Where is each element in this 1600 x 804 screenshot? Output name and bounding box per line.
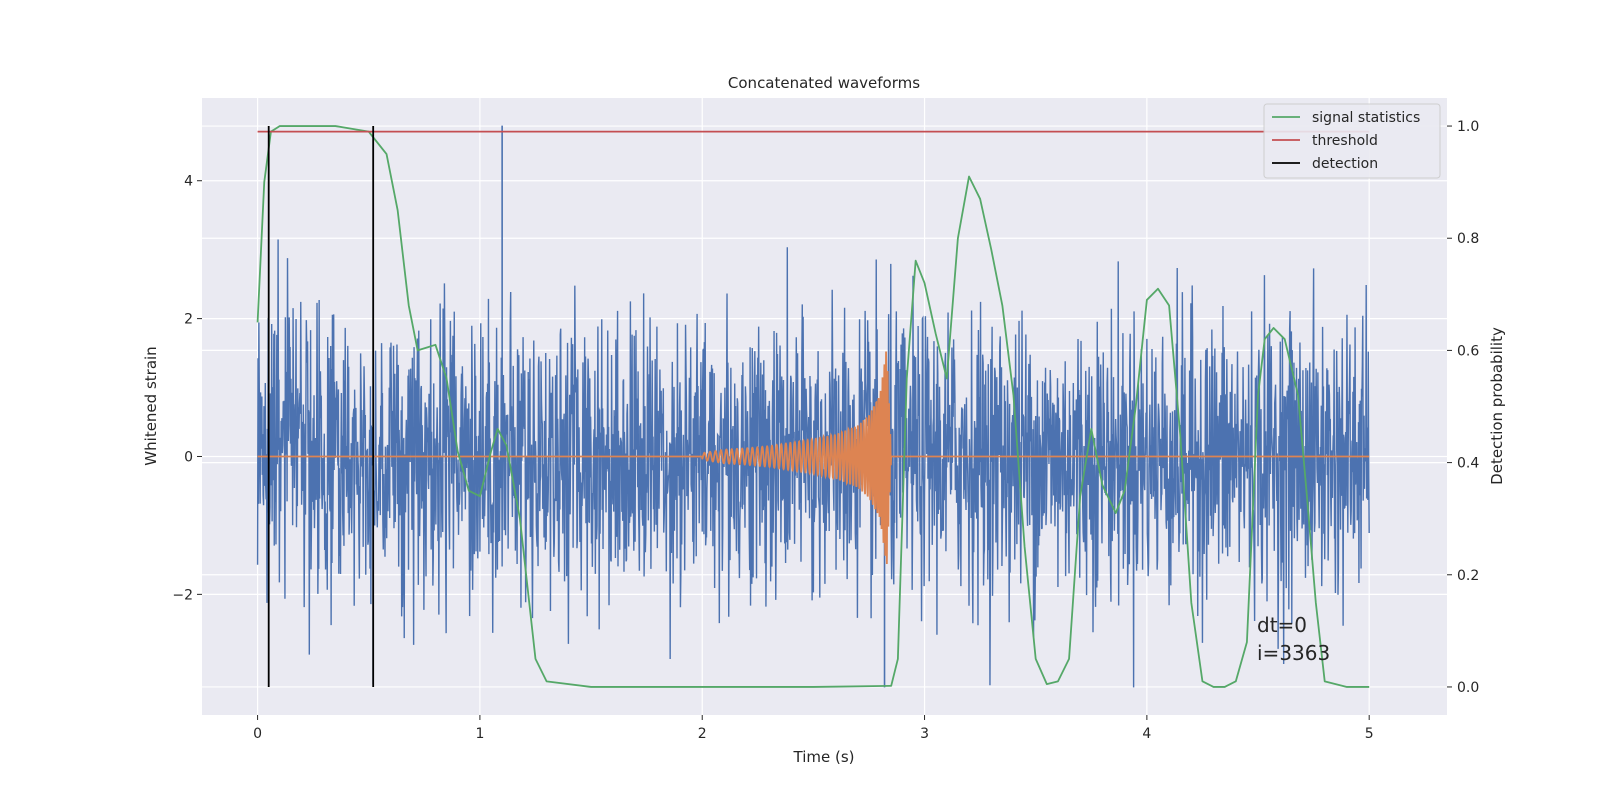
x-tick-label: 3 (920, 726, 929, 742)
signal-statistics-line (256, 125, 1370, 688)
annotation-dt: dt=0 (1257, 613, 1307, 637)
strain-series-line (256, 239, 1370, 688)
right-y-tick-label: 0.4 (1457, 456, 1479, 472)
right-y-tick-label: 0.8 (1457, 231, 1479, 247)
y-tick-label: 0 (184, 449, 193, 465)
annotation-i: i=3363 (1257, 641, 1330, 665)
plot-area (256, 125, 1370, 688)
legend: signal statistics threshold detection (1263, 103, 1441, 179)
right-y-tick-label: 0.6 (1457, 343, 1479, 359)
x-tick-label: 0 (253, 726, 262, 742)
x-tick-label: 2 (698, 726, 707, 742)
right-y-tick-label: 1.0 (1457, 119, 1479, 135)
chart-title: Concatenated waveforms (728, 74, 920, 92)
legend-label-signal-statistics: signal statistics (1312, 110, 1420, 126)
x-tick-label: 1 (475, 726, 484, 742)
x-axis-label: Time (s) (793, 748, 855, 766)
right-y-tick-label: 0.0 (1457, 680, 1479, 696)
chirp-series-line (257, 351, 1370, 564)
right-y-axis-label: Detection probability (1488, 327, 1506, 485)
ticks: 0 1 2 3 4 5 −2 0 2 4 0.0 0.2 0.4 0.6 0.8 1.0 (172, 119, 1479, 742)
x-tick-label: 4 (1142, 726, 1151, 742)
y-axis-label: Whitened strain (142, 346, 160, 465)
y-tick-label: 4 (184, 174, 193, 190)
legend-box (1263, 103, 1441, 179)
legend-label-detection: detection (1312, 156, 1378, 172)
y-tick-label: 2 (184, 312, 193, 328)
right-y-tick-label: 0.2 (1457, 568, 1479, 584)
y-tick-label: −2 (172, 587, 193, 603)
legend-label-threshold: threshold (1312, 133, 1378, 149)
x-tick-label: 5 (1365, 726, 1374, 742)
